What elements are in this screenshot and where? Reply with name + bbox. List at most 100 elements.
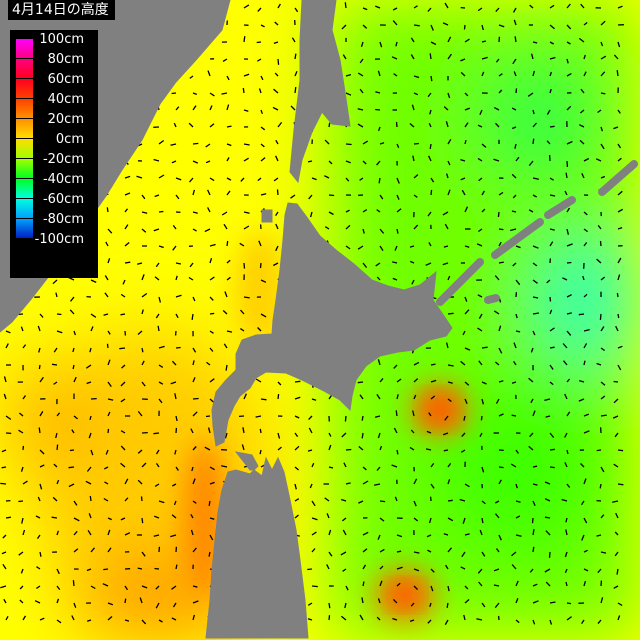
current-arrow xyxy=(141,292,148,298)
current-arrow xyxy=(411,279,415,285)
current-arrow xyxy=(175,177,182,181)
current-arrow xyxy=(481,190,485,196)
current-arrow xyxy=(498,261,504,264)
current-arrow xyxy=(274,21,279,26)
current-arrow xyxy=(2,534,7,539)
current-arrow xyxy=(141,360,145,366)
current-arrow xyxy=(260,398,267,401)
current-arrow xyxy=(276,189,279,196)
current-arrow xyxy=(444,223,449,230)
current-arrow xyxy=(515,330,521,333)
current-arrow xyxy=(243,143,250,146)
current-arrow xyxy=(260,75,264,81)
current-arrow xyxy=(425,262,432,266)
current-arrow xyxy=(209,330,214,334)
current-arrow xyxy=(597,109,602,114)
current-arrow xyxy=(481,40,487,43)
current-arrow xyxy=(428,123,432,128)
current-arrow xyxy=(260,313,267,318)
current-arrow xyxy=(599,240,602,247)
current-arrow xyxy=(242,427,245,434)
current-arrow xyxy=(377,534,381,540)
current-arrow xyxy=(175,194,180,200)
current-arrow xyxy=(511,173,517,179)
current-arrow xyxy=(464,585,469,590)
current-arrow xyxy=(549,346,555,349)
current-arrow xyxy=(549,327,555,332)
current-arrow xyxy=(549,619,553,625)
current-arrow xyxy=(447,160,451,166)
current-arrow xyxy=(565,581,568,587)
current-arrow xyxy=(514,36,517,43)
current-arrow xyxy=(69,296,75,302)
current-arrow xyxy=(413,568,420,572)
current-arrow xyxy=(566,294,572,298)
current-arrow xyxy=(495,58,500,63)
current-arrow xyxy=(579,109,585,114)
current-arrow xyxy=(549,309,553,315)
current-arrow xyxy=(549,194,556,197)
land-honshu xyxy=(205,451,309,639)
current-arrow xyxy=(617,157,622,162)
current-arrow xyxy=(192,160,199,164)
current-arrow xyxy=(124,532,131,536)
current-arrow xyxy=(141,347,144,353)
current-arrow xyxy=(493,310,500,315)
current-arrow xyxy=(207,189,211,196)
current-arrow xyxy=(532,296,539,299)
current-arrow xyxy=(379,500,386,503)
current-arrow xyxy=(357,123,364,128)
current-arrow xyxy=(105,241,109,247)
current-arrow xyxy=(379,41,383,48)
current-arrow xyxy=(614,432,619,438)
current-arrow xyxy=(226,177,232,181)
current-arrow xyxy=(341,24,347,30)
current-arrow xyxy=(426,534,432,538)
current-arrow xyxy=(375,91,381,94)
current-arrow xyxy=(345,585,349,591)
current-arrow xyxy=(222,310,228,315)
current-arrow xyxy=(192,614,196,621)
current-arrow xyxy=(275,211,279,217)
current-arrow xyxy=(294,445,300,451)
current-arrow xyxy=(154,276,160,281)
current-arrow xyxy=(617,226,623,230)
current-arrow xyxy=(545,530,551,536)
current-arrow xyxy=(396,394,399,400)
current-arrow xyxy=(105,449,109,455)
current-arrow xyxy=(460,566,466,570)
current-arrow xyxy=(581,173,585,179)
current-arrow xyxy=(463,614,466,621)
current-arrow xyxy=(477,157,483,162)
current-arrow xyxy=(373,483,381,486)
current-arrow xyxy=(515,598,519,604)
current-arrow xyxy=(447,381,453,384)
current-arrow xyxy=(393,364,398,369)
current-arrow xyxy=(413,585,419,591)
current-arrow xyxy=(498,24,505,28)
current-arrow xyxy=(498,73,503,77)
current-arrow xyxy=(172,225,177,230)
current-arrow xyxy=(462,517,466,524)
current-arrow xyxy=(427,7,432,12)
land-sakhalin xyxy=(289,0,351,184)
current-arrow xyxy=(464,92,469,97)
current-arrow xyxy=(549,381,554,386)
current-arrow xyxy=(119,347,126,350)
current-arrow xyxy=(617,449,624,452)
current-arrow xyxy=(392,598,398,604)
current-arrow xyxy=(257,327,262,332)
current-arrow xyxy=(172,245,177,251)
current-arrow xyxy=(209,517,215,520)
current-arrow xyxy=(104,466,109,470)
current-arrow xyxy=(90,449,94,456)
current-arrow xyxy=(379,517,385,522)
current-arrow xyxy=(153,515,160,519)
current-arrow xyxy=(224,291,228,298)
current-arrow xyxy=(104,481,109,485)
current-arrow xyxy=(273,177,279,182)
current-arrow xyxy=(204,228,211,233)
current-arrow xyxy=(464,245,470,248)
current-arrow xyxy=(600,326,605,332)
current-arrow xyxy=(192,92,198,96)
